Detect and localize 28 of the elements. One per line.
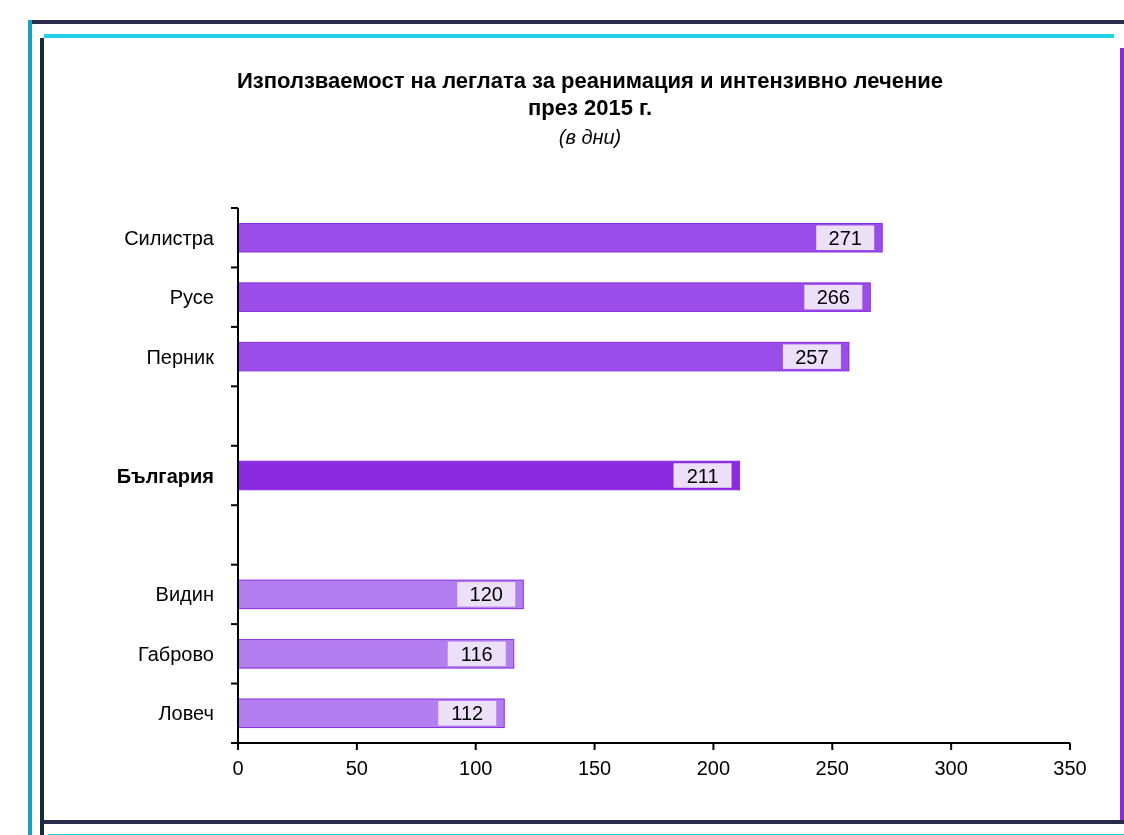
x-tick-label: 250 [815,757,849,779]
bar [237,460,741,491]
bar [237,341,850,372]
y-tick-label: Перник [146,345,215,368]
x-tick-label: 100 [459,757,493,779]
chart-subtitle: (в дни) [558,126,622,148]
x-tick-label: 350 [1053,757,1087,779]
data-label: 120 [469,583,503,606]
data-label: 271 [828,226,862,249]
data-label: 257 [795,345,829,368]
x-tick-label: 50 [345,757,368,779]
y-tick-label: Русе [169,286,214,309]
y-tick-label: България [116,464,214,487]
data-label: 116 [460,642,493,665]
y-tick-label: Габрово [137,642,214,665]
x-tick-label: 150 [577,757,612,779]
x-tick-label: 0 [232,757,244,779]
chart-title: Използваемост на леглата за реанимация и интензивно лечение през 2015 г. [237,68,943,120]
bar [237,282,871,312]
data-label: 266 [816,286,851,309]
data-label: 211 [686,464,719,487]
y-tick-label: Видин [155,583,214,606]
x-tick-label: 300 [934,757,968,779]
data-label: 112 [451,702,484,725]
x-tick-label: 200 [696,757,731,779]
bar [237,222,883,253]
y-tick-label: Ловеч [158,702,214,725]
y-tick-label: Силистра [124,226,215,249]
